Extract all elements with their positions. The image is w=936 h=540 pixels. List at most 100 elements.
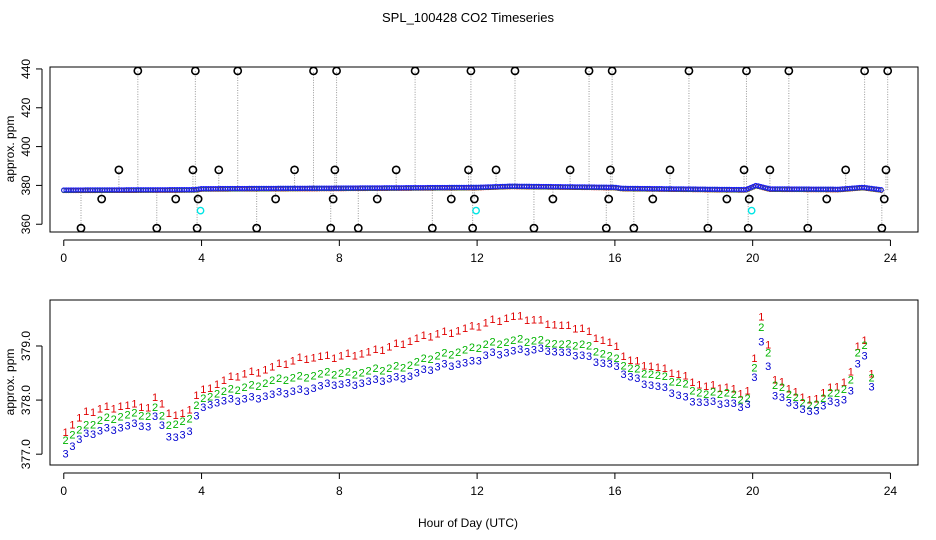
outlier-point [860, 66, 870, 76]
cyan-point [196, 206, 205, 215]
series-glyph: 1 [242, 369, 248, 381]
series-glyph: 3 [304, 386, 310, 398]
series-glyph: 2 [173, 419, 179, 431]
series-glyph: 3 [469, 355, 475, 367]
series-glyph: 1 [428, 332, 434, 344]
series-glyph: 2 [193, 400, 199, 412]
series-glyph: 3 [317, 381, 323, 393]
series-glyph: 3 [83, 428, 89, 440]
series-glyph: 3 [283, 389, 289, 401]
series-glyph: 2 [620, 361, 626, 373]
series-glyph: 2 [848, 374, 854, 386]
series-glyph: 2 [111, 414, 117, 426]
series-glyph: 1 [476, 321, 482, 333]
series-glyph: 3 [359, 378, 365, 390]
series-glyph: 3 [538, 343, 544, 355]
series-glyph: 1 [90, 407, 96, 419]
series-glyph: 1 [800, 392, 806, 404]
series-glyph: 3 [372, 374, 378, 386]
series-glyph: 3 [62, 448, 68, 460]
series-glyph: 1 [283, 359, 289, 371]
series-glyph: 3 [262, 391, 268, 403]
series-glyph: 3 [779, 392, 785, 404]
outlier-point [877, 223, 887, 233]
series-glyph: 3 [352, 380, 358, 392]
outlier-point [743, 223, 753, 233]
series-glyph: 2 [386, 363, 392, 375]
series-glyph: 1 [496, 316, 502, 328]
x-tick-label: 0 [60, 251, 67, 265]
series-glyph: 1 [779, 377, 785, 389]
outlier-point [742, 66, 751, 76]
outlier-point [328, 194, 338, 204]
series-glyph: 1 [593, 333, 599, 345]
series-glyph: 3 [255, 394, 261, 406]
series-glyph: 3 [648, 380, 654, 392]
series-glyph: 1 [111, 403, 117, 415]
series-glyph: 1 [614, 341, 620, 353]
series-glyph: 3 [131, 418, 137, 430]
series-glyph: 2 [779, 382, 785, 394]
series-glyph: 2 [738, 394, 744, 406]
series-glyph: 2 [145, 411, 151, 423]
series-glyph: 1 [207, 383, 213, 395]
series-glyph: 2 [855, 347, 861, 359]
series-glyph: 2 [524, 337, 530, 349]
series-point [757, 183, 764, 190]
series-glyph: 1 [434, 329, 440, 341]
series-glyph: 1 [682, 370, 688, 382]
series-glyph: 1 [324, 350, 330, 362]
series-glyph: 3 [462, 357, 468, 369]
series-glyph: 3 [572, 350, 578, 362]
outlier-point [648, 194, 658, 204]
series-glyph: 2 [627, 363, 633, 375]
outlier-point [326, 223, 336, 233]
outlier-point [233, 66, 243, 76]
outlier-point [765, 165, 775, 175]
series-glyph: 1 [304, 354, 310, 366]
series-glyph: 1 [710, 380, 716, 392]
outlier-point [607, 66, 617, 76]
series-glyph: 2 [696, 388, 702, 400]
outlier-point [601, 223, 611, 233]
series-glyph: 3 [600, 358, 606, 370]
series-glyph: 1 [689, 377, 695, 389]
series-point [762, 185, 769, 191]
series-glyph: 1 [503, 313, 509, 325]
y-tick-label: 377.0 [19, 439, 33, 469]
series-glyph: 2 [131, 407, 137, 419]
series-glyph: 2 [669, 376, 675, 388]
series-glyph: 2 [717, 389, 723, 401]
series-glyph: 2 [69, 430, 75, 442]
series-glyph: 1 [510, 311, 516, 323]
series-glyph: 3 [758, 337, 764, 349]
series-glyph: 2 [138, 410, 144, 422]
series-glyph: 2 [538, 334, 544, 346]
series-glyph: 3 [662, 382, 668, 394]
series-glyph: 2 [510, 335, 516, 347]
series-glyph: 2 [503, 337, 509, 349]
series-glyph: 2 [593, 346, 599, 358]
series-glyph: 2 [545, 338, 551, 350]
series-glyph: 2 [676, 377, 682, 389]
series-glyph: 2 [269, 375, 275, 387]
series-glyph: 3 [221, 396, 227, 408]
outlier-point [152, 223, 162, 233]
outlier-point [548, 194, 558, 204]
series-glyph: 1 [538, 315, 544, 327]
series-glyph: 3 [855, 358, 861, 370]
series-glyph: 2 [841, 384, 847, 396]
series-point [755, 183, 761, 189]
series-glyph: 3 [124, 420, 130, 432]
series-glyph: 1 [744, 385, 750, 397]
series-glyph: 2 [793, 392, 799, 404]
series-glyph: 1 [620, 351, 626, 363]
y-tick-label: 420 [19, 97, 33, 117]
cyan-point [747, 206, 756, 215]
series-glyph: 2 [786, 389, 792, 401]
series-glyph: 1 [655, 362, 661, 374]
series-glyph: 1 [159, 398, 165, 410]
outlier-point [214, 165, 224, 175]
series-glyph: 1 [786, 384, 792, 396]
series-glyph: 2 [455, 347, 461, 359]
